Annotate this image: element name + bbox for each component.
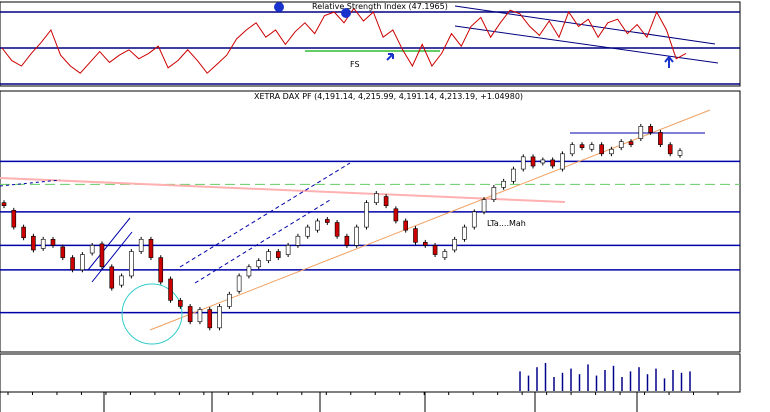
candle-body — [80, 254, 85, 271]
arrow-up-icon — [664, 55, 674, 68]
candle-body — [481, 199, 487, 213]
candle-body — [589, 144, 595, 150]
rsi-title: Relative Strength Index (47.1965) — [312, 2, 448, 11]
candle-body — [383, 196, 389, 207]
candle-body — [452, 238, 457, 251]
blue-dashed-line — [0, 179, 61, 187]
candle-body — [89, 245, 95, 254]
candle-body — [129, 251, 134, 277]
candle-body — [236, 275, 242, 292]
arrow-icon — [386, 53, 394, 61]
candle-body — [21, 226, 26, 239]
pink-trend-line — [0, 177, 566, 203]
candle-body — [217, 306, 222, 329]
candle-body — [550, 159, 555, 167]
candle-body — [40, 238, 46, 249]
candle-body — [648, 126, 653, 133]
candle-body — [638, 126, 644, 139]
price-panel — [0, 90, 741, 353]
candle-body — [11, 209, 17, 228]
flag-line-lower — [91, 231, 133, 283]
candle-body — [422, 242, 428, 246]
rsi-channel-upper — [454, 5, 716, 45]
candle-body — [99, 243, 105, 268]
candle-body — [403, 220, 408, 231]
candle-body — [1, 202, 7, 207]
candle-body — [227, 293, 232, 307]
flag-line-upper — [87, 217, 131, 271]
candle-body — [60, 246, 66, 258]
candle-body — [442, 251, 448, 258]
badge-icon — [274, 2, 284, 12]
candle-body — [187, 306, 193, 323]
candle-body — [609, 148, 614, 155]
highlight-circle — [121, 283, 183, 345]
candle-body — [373, 193, 379, 203]
candle-body — [148, 238, 154, 258]
candle-body — [354, 226, 359, 246]
candle-body — [197, 309, 203, 323]
candle-body — [50, 238, 56, 246]
candle-body — [344, 235, 350, 246]
price-title: XETRA DAX PF (4,191.14, 4,215.99, 4,191.… — [254, 92, 523, 101]
candle-body — [305, 226, 311, 237]
candle-body — [530, 156, 536, 167]
candle-body — [462, 226, 467, 240]
candle-body — [325, 219, 330, 223]
candle-body — [295, 235, 301, 246]
rsi-line — [1, 7, 687, 74]
candle-body — [432, 245, 438, 255]
price-frame — [0, 90, 741, 353]
candle-body — [413, 228, 418, 243]
candle-body — [70, 257, 75, 271]
orange-trend-line — [149, 109, 711, 331]
badge-icon — [341, 8, 351, 18]
candle-body — [207, 309, 213, 329]
rsi-frame — [0, 1, 741, 87]
candle-body — [540, 159, 546, 164]
candle-body — [579, 144, 585, 148]
candle-body — [599, 144, 604, 155]
candle-body — [569, 144, 575, 155]
candle-body — [109, 266, 115, 289]
x-axis — [0, 392, 719, 412]
candle-body — [520, 156, 526, 170]
candle-body — [501, 180, 506, 188]
candle-body — [168, 278, 173, 301]
candle-body — [667, 144, 673, 155]
candle-body — [285, 245, 291, 255]
candle-body — [119, 275, 124, 286]
candle-body — [256, 260, 262, 268]
candle-body — [618, 141, 624, 148]
candle-body — [560, 153, 565, 170]
channel-line-lower — [194, 199, 331, 284]
candle-body — [677, 150, 683, 156]
rsi-channel-lower — [454, 25, 719, 64]
candle-body — [334, 222, 340, 237]
candle-body — [138, 238, 144, 252]
candle-body — [266, 251, 271, 261]
candle-body — [491, 187, 497, 200]
candle-body — [471, 211, 477, 228]
candle-body — [158, 257, 164, 283]
volume-panel — [0, 353, 741, 393]
candle-body — [31, 235, 36, 251]
candle-body — [393, 208, 399, 222]
candle-body — [246, 266, 252, 277]
candle-body — [511, 168, 516, 182]
fs-label: FS — [350, 60, 360, 69]
channel-line-upper — [179, 162, 351, 268]
candle-body — [315, 220, 320, 231]
rsi-panel — [0, 1, 741, 87]
candle-body — [276, 251, 281, 258]
volume-frame — [0, 353, 741, 393]
candle-body — [178, 300, 183, 307]
candle-body — [628, 141, 634, 145]
candle-body — [658, 132, 663, 145]
candle-body — [364, 202, 369, 228]
trend-label: LTa....Mah — [487, 219, 526, 228]
